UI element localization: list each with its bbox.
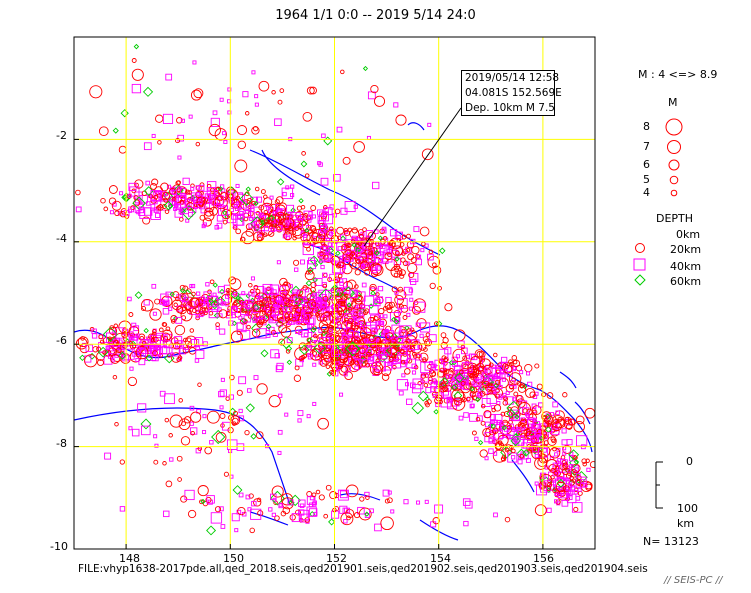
legend-mag-circle-7 — [667, 140, 681, 154]
legend-mag-7: 7 — [643, 140, 650, 153]
legend-depth-circle — [635, 243, 645, 253]
legend-mag-4: 4 — [643, 186, 650, 199]
legend-depth-0: 0km — [676, 228, 701, 241]
callout-location: 04.081S 152.569E — [465, 87, 562, 99]
legend-depth-diamond — [634, 274, 646, 286]
scale-top-label: 0 — [686, 455, 693, 468]
legend-depth-20: 20km — [670, 243, 702, 256]
legend-mag-title: M — [668, 96, 678, 109]
legend-mag-circle-8 — [665, 118, 683, 136]
legend-mag-circle-5 — [669, 175, 679, 185]
lon-tick-154: 154 — [430, 552, 451, 565]
legend-depth-symbols — [633, 243, 646, 286]
legend-mag-8: 8 — [643, 120, 650, 133]
legend-mag-circle-6 — [668, 159, 680, 171]
lon-tick-156: 156 — [533, 552, 554, 565]
legend-mag-5: 5 — [643, 173, 650, 186]
legend-mag-circle-4 — [670, 189, 678, 197]
event-count: N= 13123 — [643, 535, 699, 548]
callout-depth-mag: Dep. 10km M 7.5 — [465, 102, 555, 114]
legend-depth-40: 40km — [670, 260, 702, 273]
lon-tick-148: 148 — [119, 552, 140, 565]
legend-depth-square — [633, 258, 646, 271]
coastline-islands-east — [559, 371, 591, 425]
lat-tick-2: -2 — [56, 129, 67, 142]
lon-tick-150: 150 — [223, 552, 244, 565]
event-callout: 2019/05/14 12:58 04.081S 152.569E Dep. 1… — [461, 70, 562, 116]
map-title: 1964 1/1 0:0 -- 2019 5/14 24:0 — [275, 8, 476, 23]
coastline-islands-south — [249, 459, 535, 541]
callout-datetime: 2019/05/14 12:58 — [465, 72, 560, 84]
scale-unit-label: km — [677, 517, 695, 530]
file-list: FILE:vhyp1638-2017pde.all,qed_2018.seis,… — [78, 563, 648, 575]
map-ticks — [74, 138, 544, 550]
distance-scale-bar — [655, 461, 663, 509]
epicenter-symbols — [75, 43, 595, 536]
coastline-layer — [74, 122, 593, 541]
legend-depth-title: DEPTH — [656, 212, 694, 225]
legend-depth-60: 60km — [670, 275, 702, 288]
lat-tick-4: -4 — [56, 232, 67, 245]
lat-tick-6: -6 — [56, 334, 67, 347]
scale-bottom-label: 100 — [677, 502, 698, 515]
legend-mag-range: M : 4 <=> 8.9 — [638, 68, 718, 81]
lon-tick-152: 152 — [326, 552, 347, 565]
lat-tick-10: -10 — [50, 540, 68, 553]
callout-leader-line — [363, 107, 462, 247]
lat-tick-8: -8 — [56, 437, 67, 450]
brand-label: // SEIS-PC // — [664, 575, 723, 586]
legend-magnitude-symbols — [665, 118, 683, 197]
legend-mag-6: 6 — [643, 158, 650, 171]
coastline-island-north — [407, 122, 425, 131]
coastline-new-ireland — [261, 149, 321, 196]
